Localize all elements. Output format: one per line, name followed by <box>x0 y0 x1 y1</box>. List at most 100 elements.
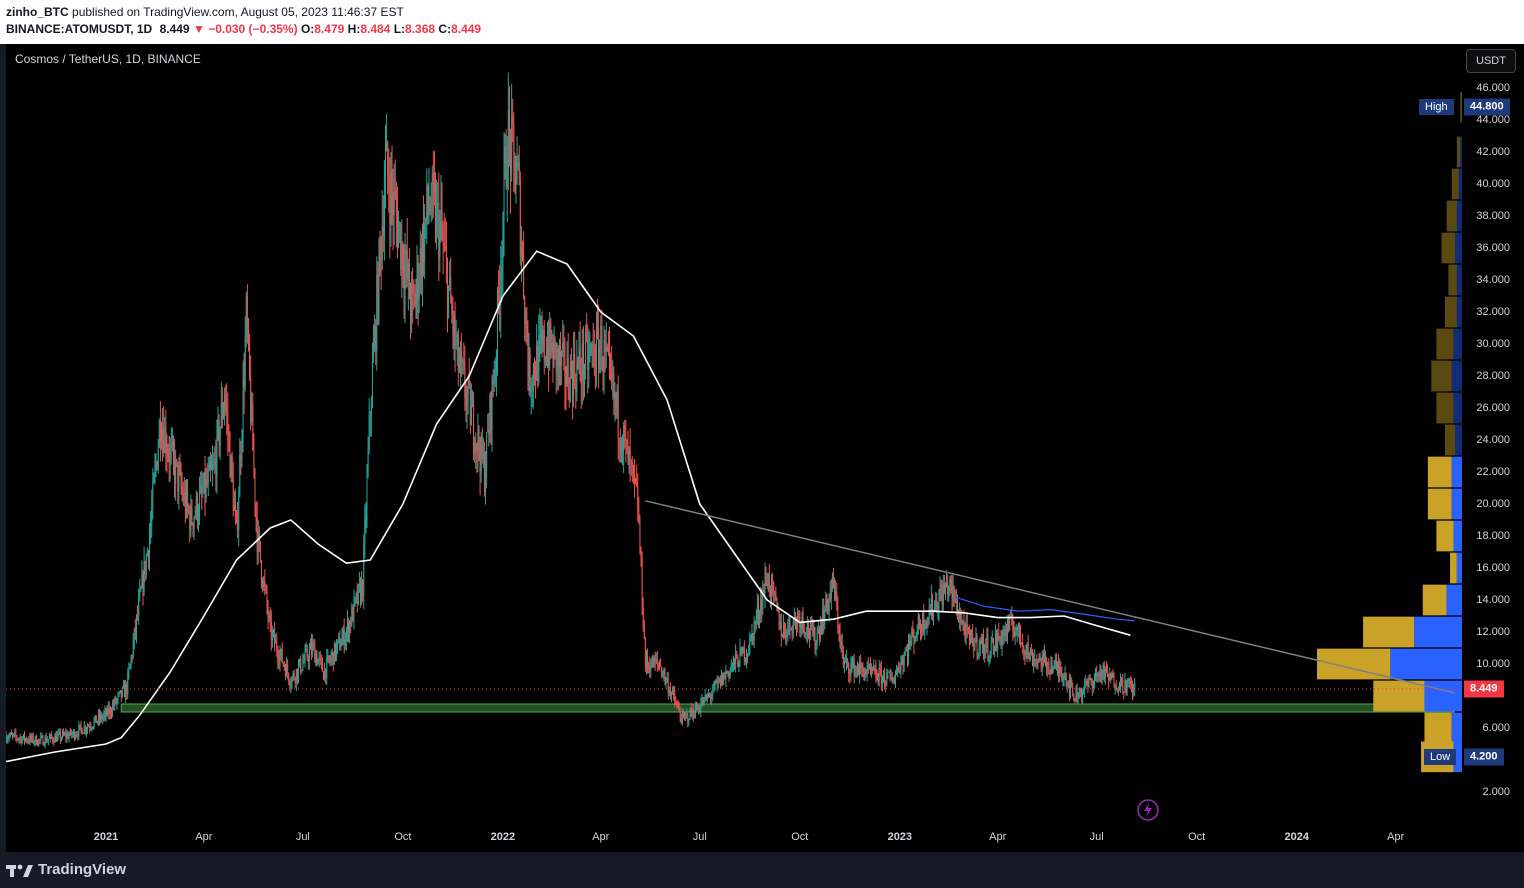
candle-body <box>368 415 370 450</box>
candle-body <box>735 652 737 665</box>
candle-body <box>556 349 558 372</box>
candle-body <box>1093 679 1095 682</box>
candle-body <box>616 390 618 408</box>
candle-body <box>975 634 977 643</box>
candle-body <box>931 597 933 616</box>
candle-body <box>359 583 361 602</box>
candle-body <box>213 464 215 466</box>
candle-body <box>680 717 682 723</box>
candle-body <box>579 347 581 372</box>
candle-body <box>597 325 599 329</box>
candle-body <box>611 368 613 382</box>
candle-body <box>38 739 40 745</box>
tradingview-logo[interactable]: TradingView <box>6 861 126 878</box>
price-tick-label: 30.000 <box>1476 338 1510 350</box>
publisher-name[interactable]: zinho_BTC <box>6 5 69 19</box>
currency-button[interactable]: USDT <box>1466 49 1516 73</box>
candle-body <box>973 643 975 651</box>
candle-body <box>844 660 846 662</box>
candle-body <box>76 734 78 736</box>
candle-body <box>331 652 333 657</box>
candle-body <box>33 741 35 743</box>
candle-body <box>601 325 603 369</box>
price-chart-svg[interactable] <box>6 44 1462 824</box>
candle-body <box>792 621 794 635</box>
candle-body <box>876 676 878 678</box>
candle-body <box>287 664 289 674</box>
candle-body <box>144 561 146 575</box>
candle-body <box>121 687 123 697</box>
candle-body <box>175 459 177 484</box>
candle-body <box>439 221 441 258</box>
candle-body <box>555 342 557 372</box>
candle-body <box>1084 685 1086 691</box>
candle-body <box>259 540 261 562</box>
volume-profile-down-bar-17 <box>1390 648 1462 680</box>
candle-body <box>911 631 913 640</box>
candle-body <box>366 474 368 515</box>
candle-body <box>212 465 214 469</box>
lightning-icon[interactable] <box>1136 798 1160 822</box>
candle-body <box>639 521 641 553</box>
candle-body <box>695 705 697 710</box>
candle-body <box>306 648 308 659</box>
candle-body <box>1129 679 1131 685</box>
candle-body <box>437 202 439 204</box>
candle-body <box>606 347 608 351</box>
price-axis[interactable]: USDT 2.000 6.000 10.000 12.000 14.000 16.000 1… <box>1462 44 1524 852</box>
candle-body <box>1036 661 1038 664</box>
candle-body <box>831 575 833 589</box>
candle-body <box>125 684 127 697</box>
candle-body <box>231 456 233 477</box>
candle-body <box>698 707 700 712</box>
candle-body <box>767 574 769 587</box>
candle-body <box>320 657 322 661</box>
price-tick-label: 34.000 <box>1476 274 1510 286</box>
candle-body <box>659 664 661 666</box>
candle-body <box>573 354 575 397</box>
candle-body <box>406 250 408 280</box>
candle-body <box>1065 674 1067 686</box>
volume-profile-down-bar-18 <box>1424 680 1462 712</box>
candle-body <box>64 733 66 735</box>
candle-body <box>462 361 464 363</box>
candle-body <box>510 133 512 175</box>
candle-body <box>1133 690 1135 693</box>
candle-body <box>486 432 488 472</box>
candle-body <box>489 395 491 435</box>
candle-body <box>428 204 430 208</box>
candle-body <box>16 736 18 739</box>
candle-body <box>415 289 417 307</box>
candle-body <box>304 650 306 661</box>
candle-body <box>687 713 689 722</box>
candle-body <box>312 642 314 653</box>
candle-body <box>127 672 129 695</box>
moving-average-line <box>6 250 1131 763</box>
candle-body <box>953 585 955 602</box>
candle-body <box>631 462 633 466</box>
candle-body <box>321 660 323 672</box>
candle-body <box>308 649 310 662</box>
candle-body <box>934 602 936 611</box>
candle-body <box>910 639 912 647</box>
candle-body <box>371 362 373 406</box>
candle-body <box>153 475 155 483</box>
candle-body <box>691 709 693 716</box>
candle-body <box>41 736 43 738</box>
chart-pane[interactable]: Cosmos / TetherUS, 1D, BINANCE High Low <box>6 44 1462 824</box>
candle-body <box>1003 630 1005 637</box>
candle-body <box>899 671 901 673</box>
candle-body <box>172 442 174 457</box>
candle-body <box>629 449 631 462</box>
volume-profile-up-bar-13 <box>1436 520 1454 552</box>
candle-body <box>247 330 249 337</box>
candle-body <box>83 726 85 733</box>
time-axis[interactable]: 2021 Apr Jul Oct 2022 Apr Jul Oct 2023 Apr Jul Oct 2… <box>6 824 1462 852</box>
candle-body <box>278 659 280 663</box>
candle-body <box>110 713 112 715</box>
candle-body <box>492 377 494 385</box>
candle-body <box>152 482 154 508</box>
candle-body <box>80 724 82 729</box>
candle-body <box>1070 680 1072 694</box>
candle-body <box>916 634 918 636</box>
